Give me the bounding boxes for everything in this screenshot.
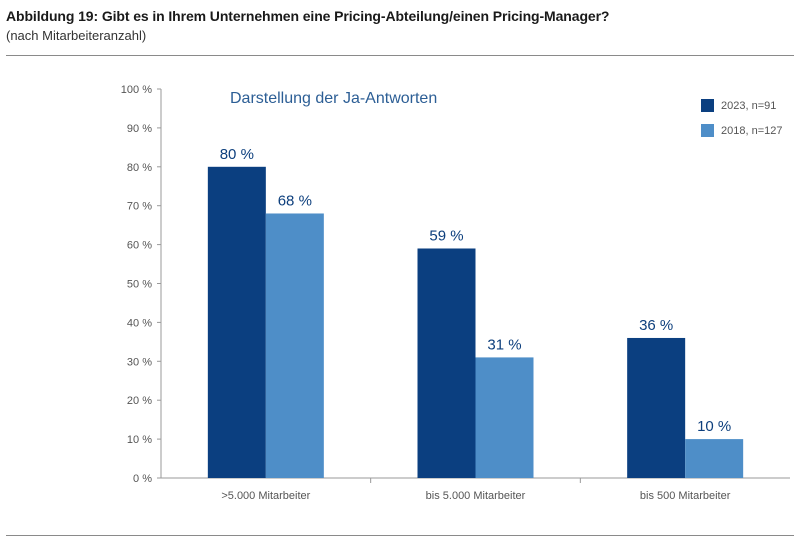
bar [417,248,476,478]
bottom-divider [6,535,794,536]
bar [685,439,744,478]
data-labels: 80 % 59 % 36 % 68 % 31 % 10 % [220,146,732,435]
y-tick-label: 60 % [127,240,152,252]
bar-value-label: 59 % [429,227,463,244]
top-divider [6,55,794,56]
figure-title: Abbildung 19: Gibt es in Ihrem Unternehm… [6,8,610,24]
y-tick-label: 10 % [127,434,152,446]
legend: 2023, n=91 2018, n=127 [701,99,782,137]
y-tick-label: 90 % [127,123,152,135]
y-tick-label: 50 % [127,279,152,291]
y-tick-label: 20 % [127,395,152,407]
x-category-label: bis 500 Mitarbeiter [640,490,731,502]
bar-value-label: 31 % [487,336,521,353]
bar [475,357,534,478]
chart-annotation: Darstellung der Ja-Antworten [230,90,437,107]
bar-value-label: 36 % [639,317,673,334]
bar [265,213,324,479]
y-tick-label: 70 % [127,201,152,213]
bar [627,337,686,478]
figure-subtitle: (nach Mitarbeiteranzahl) [6,28,147,43]
bar-value-label: 80 % [220,146,254,163]
bar-value-label: 68 % [278,192,312,209]
legend-label: 2023, n=91 [721,100,776,112]
y-tick-label: 0 % [133,473,152,485]
x-category-label: >5.000 Mitarbeiter [221,490,310,502]
x-category-label: bis 5.000 Mitarbeiter [426,490,526,502]
bars [207,166,744,479]
y-tick-label: 30 % [127,356,152,368]
legend-swatch [701,124,714,137]
bar-value-label: 10 % [697,418,731,435]
y-axis-ticks: 0 % 10 % 20 % 30 % 40 % 50 % 60 % 70 % 80 % 90 % 1… [121,84,161,485]
y-tick-label: 100 % [121,84,152,96]
y-tick-label: 80 % [127,162,152,174]
legend-label: 2018, n=127 [721,125,782,137]
y-tick-label: 40 % [127,317,152,329]
legend-swatch [701,99,714,112]
bar [207,166,266,479]
x-axis-ticks: >5.000 Mitarbeiter bis 5.000 Mitarbeiter b… [221,478,731,502]
